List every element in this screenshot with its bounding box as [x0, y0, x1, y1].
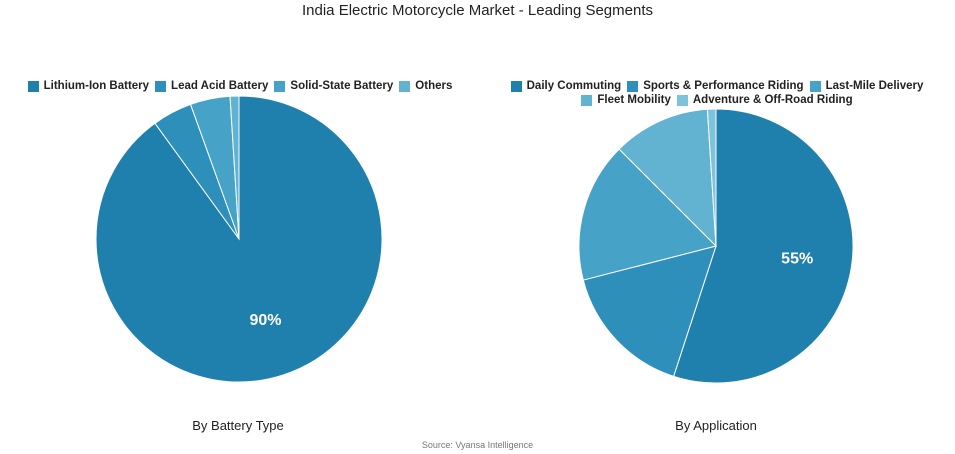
legend-swatch — [155, 80, 167, 92]
legend-label: Daily Commuting — [526, 80, 622, 92]
legend-swatch — [274, 80, 286, 92]
legend-application: Daily Commuting Sports & Performance Ridi… — [492, 80, 942, 106]
legend-swatch — [510, 80, 522, 92]
pie-slice-fleet-mobility — [618, 108, 717, 248]
legend-swatch — [627, 80, 639, 92]
pie-slice-daily-commuting — [673, 108, 854, 384]
legend-label: Lithium-Ion Battery — [43, 80, 150, 92]
data-label-daily-commuting: 55% — [781, 250, 813, 267]
legend-label: Adventure & Off-Road Riding — [692, 94, 853, 106]
chart-title: India Electric Motorcycle Market - Leadi… — [302, 2, 653, 19]
legend-item-daily-commuting: Daily Commuting — [510, 80, 622, 92]
legend-swatch — [809, 80, 821, 92]
pie-slice-adventure-and-off-road-riding — [706, 108, 717, 247]
legend-item-lithium-ion-battery: Lithium-Ion Battery — [27, 80, 150, 92]
legend-battery-type: Lithium-Ion Battery Lead Acid Battery Soli… — [20, 80, 460, 92]
legend-label: Lead Acid Battery — [171, 80, 269, 92]
legend-label: Solid-State Battery — [290, 80, 394, 92]
source-note: Source: Vyansa Intelligence — [421, 440, 534, 450]
pie-slice-others — [229, 95, 240, 240]
pie-application: 55% — [578, 108, 854, 384]
pie-battery-type: 90% — [95, 95, 383, 383]
legend-item-others: Others — [399, 80, 452, 92]
legend-item-lead-acid-battery: Lead Acid Battery — [155, 80, 268, 92]
caption-battery-type: By Battery Type — [192, 418, 284, 433]
legend-item-last-mile-delivery: Last-Mile Delivery — [809, 80, 924, 92]
legend-label: Sports & Performance Riding — [643, 80, 804, 92]
legend-item-adventure-and-off-road-riding: Adventure & Off-Road Riding — [676, 94, 853, 106]
legend-swatch — [581, 94, 593, 106]
legend-item-sports-and-performance-riding: Sports & Performance Riding — [627, 80, 804, 92]
legend-label: Fleet Mobility — [597, 94, 671, 106]
caption-application: By Application — [675, 418, 757, 433]
legend-label: Last-Mile Delivery — [825, 80, 924, 92]
legend-swatch — [676, 94, 688, 106]
legend-item-fleet-mobility: Fleet Mobility — [581, 94, 671, 106]
legend-label: Others — [415, 80, 453, 92]
data-label-lithium-ion-battery: 90% — [249, 312, 281, 329]
legend-item-solid-state-battery: Solid-State Battery — [274, 80, 393, 92]
legend-swatch — [27, 80, 39, 92]
pie-slice-last-mile-delivery — [578, 148, 717, 281]
pie-slice-sports-and-performance-riding — [582, 245, 717, 377]
legend-swatch — [399, 80, 411, 92]
